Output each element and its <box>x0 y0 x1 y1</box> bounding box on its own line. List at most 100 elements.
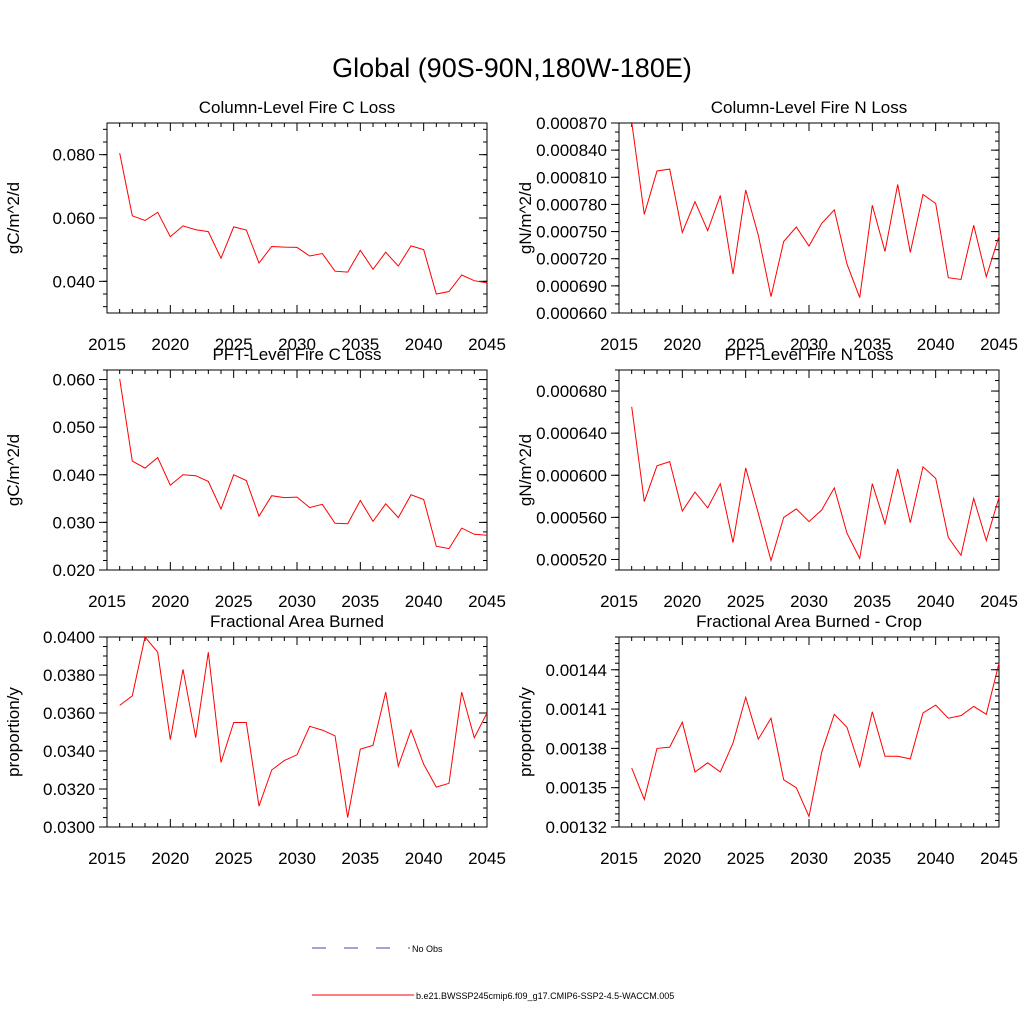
x-tick-label: 2045 <box>468 592 506 611</box>
x-tick-label: 2020 <box>151 849 189 868</box>
x-tick-label: 2030 <box>278 335 316 354</box>
y-tick-label: 0.000520 <box>536 550 607 569</box>
panel-4: PFT-Level Fire N Loss gN/m^2/d 2015 2020 202… <box>516 345 1018 611</box>
y-tick-label: 0.040 <box>52 272 95 291</box>
plot-frame <box>618 636 1000 828</box>
y-tick-label: 0.030 <box>52 513 95 532</box>
plot-frame <box>106 122 488 314</box>
y-tick-label: 0.0380 <box>43 666 95 685</box>
y-tick-label: 0.000840 <box>536 141 607 160</box>
y-tick-label: 0.00135 <box>546 779 607 798</box>
x-tick-label: 2035 <box>341 849 379 868</box>
panel-5: Fractional Area Burned proportion/y 2015 20… <box>4 612 506 868</box>
y-tick-label: 0.000780 <box>536 195 607 214</box>
x-tick-label: 2035 <box>853 849 891 868</box>
panel-title: Column-Level Fire N Loss <box>711 98 908 117</box>
y-tick-label: 0.0360 <box>43 704 95 723</box>
x-tick-label: 2020 <box>663 592 701 611</box>
panel-6: Fractional Area Burned - Crop proportion/… <box>516 612 1018 868</box>
plot-frame <box>618 369 1000 571</box>
y-tick-label: 0.000660 <box>536 304 607 323</box>
legend-label-no-obs: No Obs <box>412 944 443 954</box>
y-tick-label: 0.00132 <box>546 818 607 837</box>
x-tick-label: 2045 <box>468 849 506 868</box>
y-axis-label: gC/m^2/d <box>4 182 23 254</box>
y-tick-label: 0.000640 <box>536 424 607 443</box>
legend-label-model: b.e21.BWSSP245cmip6.f09_g17.CMIP6-SSP2-4… <box>416 991 674 1001</box>
y-tick-label: 0.050 <box>52 418 95 437</box>
x-tick-label: 2040 <box>917 592 955 611</box>
y-tick-label: 0.020 <box>52 561 95 580</box>
panel-title: Fractional Area Burned - Crop <box>696 612 922 631</box>
y-tick-label: 0.000810 <box>536 168 607 187</box>
x-tick-label: 2020 <box>663 849 701 868</box>
y-axis-label: gN/m^2/d <box>516 182 535 254</box>
y-tick-label: 0.0300 <box>43 818 95 837</box>
x-tick-label: 2040 <box>405 335 443 354</box>
series-line <box>631 663 1000 819</box>
x-tick-label: 2030 <box>278 592 316 611</box>
x-tick-label: 2025 <box>727 592 765 611</box>
y-tick-label: 0.080 <box>52 146 95 165</box>
series-line <box>631 122 1000 298</box>
x-tick-label: 2045 <box>980 592 1018 611</box>
x-tick-label: 2045 <box>468 335 506 354</box>
panel-title: PFT-Level Fire C Loss <box>212 345 381 364</box>
x-tick-label: 2015 <box>88 849 126 868</box>
x-tick-label: 2015 <box>88 335 126 354</box>
y-tick-label: 0.000750 <box>536 223 607 242</box>
y-tick-label: 0.00144 <box>546 661 607 680</box>
panel-title: Fractional Area Burned <box>210 612 384 631</box>
x-tick-label: 2025 <box>215 849 253 868</box>
y-tick-label: 0.00138 <box>546 739 607 758</box>
x-tick-label: 2015 <box>600 849 638 868</box>
x-tick-label: 2030 <box>790 335 828 354</box>
x-tick-label: 2025 <box>727 849 765 868</box>
y-axis-label: proportion/y <box>4 687 23 777</box>
x-tick-label: 2035 <box>341 592 379 611</box>
y-axis-label: gN/m^2/d <box>516 434 535 506</box>
x-tick-label: 2035 <box>853 592 891 611</box>
series-line <box>119 153 488 295</box>
y-tick-label: 0.000690 <box>536 277 607 296</box>
x-tick-label: 2040 <box>917 335 955 354</box>
panel-1: Column-Level Fire C Loss gC/m^2/d 2015 2020… <box>4 98 506 354</box>
x-tick-label: 2020 <box>151 335 189 354</box>
x-tick-label: 2045 <box>980 335 1018 354</box>
y-tick-label: 0.060 <box>52 209 95 228</box>
x-tick-label: 2025 <box>215 335 253 354</box>
x-tick-label: 2035 <box>341 335 379 354</box>
panels: Column-Level Fire C Loss gC/m^2/d 2015 2020… <box>4 98 1018 868</box>
x-tick-label: 2035 <box>853 335 891 354</box>
x-tick-label: 2020 <box>151 592 189 611</box>
x-tick-label: 2030 <box>790 592 828 611</box>
x-tick-label: 2040 <box>405 592 443 611</box>
plot-frame <box>106 636 488 828</box>
x-tick-label: 2045 <box>980 849 1018 868</box>
y-tick-label: 0.060 <box>52 371 95 390</box>
y-tick-label: 0.0400 <box>43 628 95 647</box>
panel-2: Column-Level Fire N Loss gN/m^2/d 2015 2020… <box>516 98 1018 354</box>
y-tick-label: 0.0340 <box>43 742 95 761</box>
y-tick-label: 0.000560 <box>536 508 607 527</box>
y-tick-label: 0.040 <box>52 466 95 485</box>
y-tick-label: 0.000870 <box>536 114 607 133</box>
x-tick-label: 2030 <box>278 849 316 868</box>
figure-title: Global (90S-90N,180W-180E) <box>332 53 692 83</box>
y-tick-label: 0.0320 <box>43 780 95 799</box>
panel-title: Column-Level Fire C Loss <box>199 98 396 117</box>
x-tick-label: 2040 <box>405 849 443 868</box>
series-line <box>631 406 1000 563</box>
x-tick-label: 2015 <box>88 592 126 611</box>
y-tick-label: 0.000720 <box>536 250 607 269</box>
y-tick-label: 0.000600 <box>536 466 607 485</box>
plot-frame <box>106 369 488 571</box>
series-line <box>119 378 488 550</box>
x-tick-label: 2015 <box>600 335 638 354</box>
panel-3: PFT-Level Fire C Loss gC/m^2/d 2015 2020 202… <box>4 345 506 611</box>
x-tick-label: 2025 <box>215 592 253 611</box>
series-line <box>119 635 488 818</box>
y-axis-label: proportion/y <box>516 687 535 777</box>
x-tick-label: 2015 <box>600 592 638 611</box>
